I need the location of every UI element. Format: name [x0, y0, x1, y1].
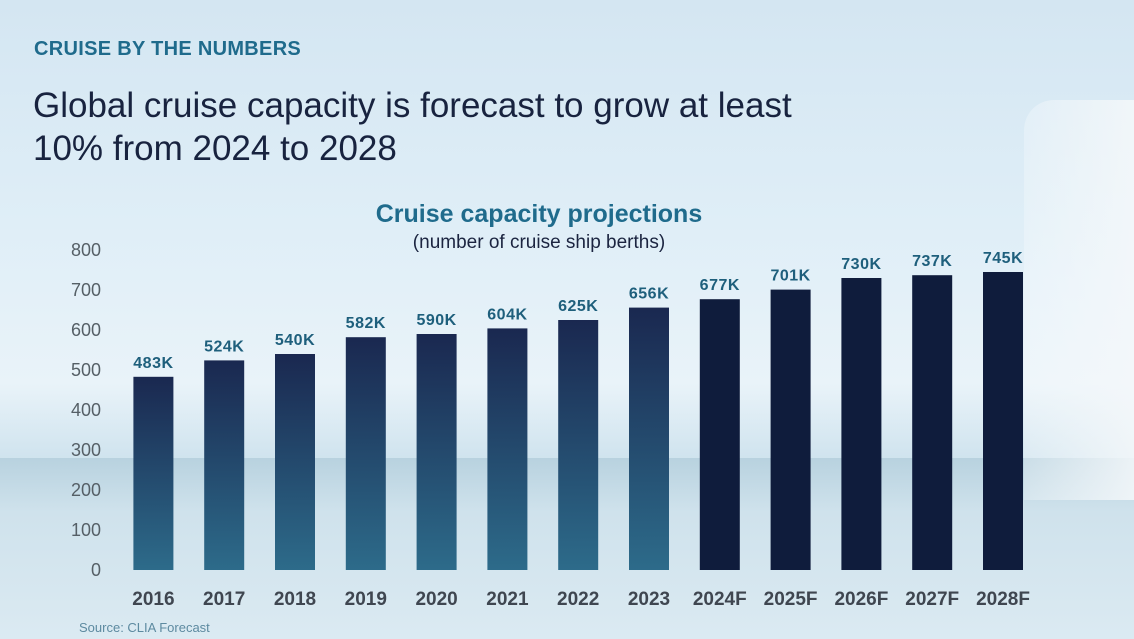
source-note: Source: CLIA Forecast [79, 620, 210, 635]
bar-2026f [841, 278, 882, 570]
y-tick-label: 400 [71, 400, 101, 420]
chart-title: Cruise capacity projections [375, 200, 703, 228]
y-tick-label: 500 [71, 360, 101, 380]
y-tick-label: 0 [91, 560, 101, 580]
x-tick-label: 2022 [557, 589, 599, 610]
data-labels: 483K 524K 540K 582K 590K 604K 625K 656K 677K 701K… [133, 250, 1023, 372]
data-label: 582K [346, 315, 386, 332]
data-label: 730K [841, 256, 881, 273]
data-label: 625K [558, 298, 598, 315]
data-label: 524K [204, 338, 244, 355]
x-tick-label: 2028F [976, 589, 1030, 610]
bar-2016 [133, 376, 174, 570]
x-tick-label: 2024F [693, 589, 747, 610]
bar-2017 [204, 360, 245, 570]
x-tick-label: 2026F [834, 589, 888, 610]
chart-subtitle: (number of cruise ship berths) [412, 232, 666, 253]
y-tick-label: 200 [71, 480, 101, 500]
y-tick-label: 700 [71, 280, 101, 300]
bar-2028f [983, 272, 1023, 570]
bar-2023 [629, 307, 669, 570]
bar-2018 [275, 354, 315, 570]
bar-2024f [699, 299, 740, 570]
x-axis: 2016 2017 2018 2019 2020 2021 2022 2023 2024F 202… [132, 589, 1030, 610]
data-label: 604K [487, 306, 527, 323]
y-tick-label: 100 [71, 520, 101, 540]
x-tick-label: 2023 [628, 589, 670, 610]
x-tick-label: 2020 [415, 589, 457, 610]
bar-2021 [487, 328, 528, 570]
y-tick-label: 800 [71, 240, 101, 260]
data-label: 483K [133, 355, 173, 372]
bar-2022 [558, 320, 599, 570]
bar-2019 [345, 337, 386, 570]
x-tick-label: 2016 [132, 589, 174, 610]
data-label: 677K [700, 277, 740, 294]
x-tick-label: 2017 [203, 589, 245, 610]
bar-2025f [770, 289, 811, 570]
x-tick-label: 2027F [905, 589, 959, 610]
x-tick-label: 2019 [345, 589, 387, 610]
y-axis: 0 100 200 300 400 500 600 700 800 [71, 240, 101, 580]
data-label: 540K [275, 332, 315, 349]
x-tick-label: 2021 [486, 589, 529, 610]
section-kicker: CRUISE BY THE NUMBERS [34, 38, 302, 60]
x-tick-label: 2025F [764, 589, 818, 610]
data-label: 590K [416, 312, 456, 329]
data-label: 745K [983, 250, 1023, 267]
bars [133, 272, 1023, 570]
data-label: 701K [770, 268, 810, 285]
y-tick-label: 300 [71, 440, 101, 460]
page-headline: Global cruise capacity is forecast to gr… [33, 86, 792, 168]
bar-2027f [912, 275, 953, 570]
data-label: 737K [912, 253, 952, 270]
x-tick-label: 2018 [274, 589, 316, 610]
cruise-ship-image [1024, 100, 1134, 500]
data-label: 656K [629, 286, 669, 303]
y-tick-label: 600 [71, 320, 101, 340]
bar-2020 [416, 334, 457, 570]
